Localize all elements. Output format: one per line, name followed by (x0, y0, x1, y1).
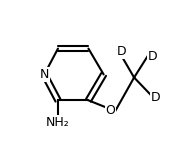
Text: D: D (151, 91, 160, 104)
Text: D: D (117, 45, 127, 58)
Text: O: O (106, 104, 116, 117)
Text: N: N (40, 68, 49, 81)
Text: NH₂: NH₂ (46, 116, 70, 129)
Text: D: D (147, 50, 157, 63)
